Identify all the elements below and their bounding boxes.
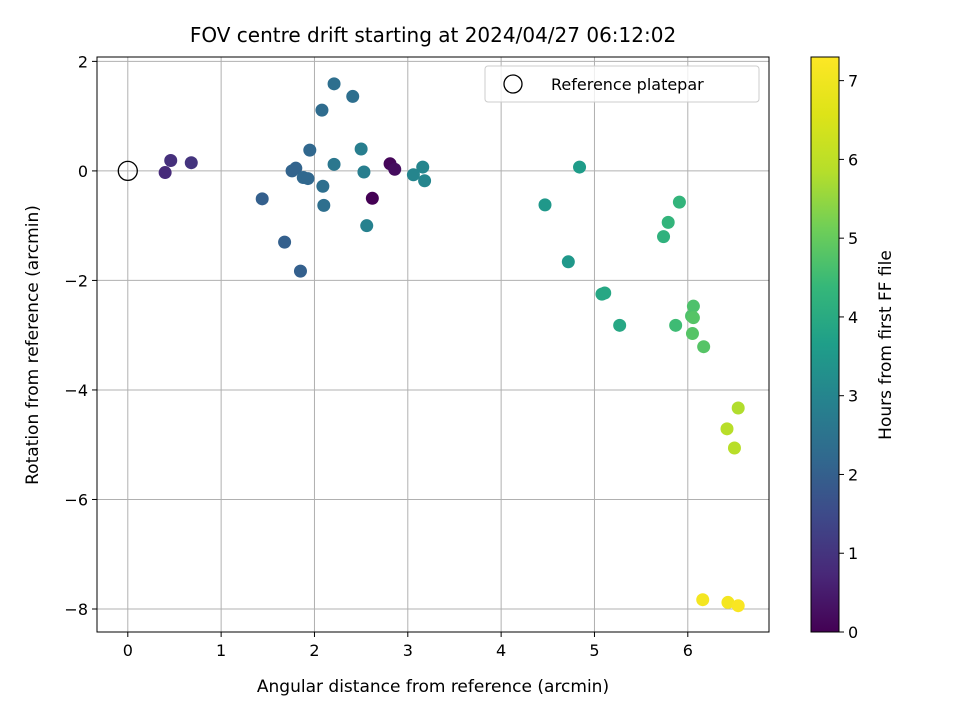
data-point [303,143,317,157]
data-point [686,299,700,313]
colorbar-tick-label: 4 [848,308,858,327]
x-tick-label: 3 [403,641,413,660]
colorbar-tick-label: 1 [848,544,858,563]
data-point [661,215,675,229]
data-point [685,327,699,341]
data-point [354,142,368,156]
data-point [301,172,315,186]
data-point [721,595,735,609]
data-point [727,441,741,455]
x-tick-label: 0 [123,641,133,660]
data-point [327,77,341,91]
data-point [327,157,341,171]
data-point [346,89,360,103]
data-point [289,161,303,175]
colorbar-tick-label: 3 [848,387,858,406]
data-point [416,160,430,174]
colorbar-label: Hours from first FF file [876,250,896,440]
y-tick-label: −4 [64,381,88,400]
x-axis-ticks: 0 1 2 3 4 5 6 [123,632,693,660]
grid-lines [97,57,769,632]
data-point [731,401,745,415]
y-axis-ticks: −8 −6 −4 −2 0 2 [64,52,97,619]
data-point [388,162,402,176]
legend-reference-label: Reference platepar [551,75,704,94]
data-point [669,318,683,332]
data-point [561,255,575,269]
data-point [613,318,627,332]
data-points [158,77,745,613]
legend: Reference platepar [484,65,760,103]
chart-title: FOV centre drift starting at 2024/04/27 … [190,23,676,47]
x-tick-label: 5 [589,641,599,660]
reference-marker-group [117,160,138,182]
data-point [731,599,745,613]
data-point [573,160,587,174]
data-point [657,230,671,244]
data-point [316,179,330,193]
x-tick-label: 4 [496,641,506,660]
y-tick-label: −6 [64,490,88,509]
x-tick-label: 2 [309,641,319,660]
x-tick-label: 1 [216,641,226,660]
colorbar-ticks: 0 1 2 3 4 5 6 7 [839,72,858,642]
data-point [357,165,371,179]
data-point [158,166,172,180]
data-point [360,219,374,233]
data-point [672,195,686,209]
x-tick-label: 6 [683,641,693,660]
legend-reference-marker-icon [503,74,523,94]
data-point [598,286,612,300]
data-point [720,422,734,436]
colorbar-tick-label: 5 [848,229,858,248]
data-point [365,191,379,205]
data-point [315,103,329,117]
y-axis-label: Rotation from reference (arcmin) [23,205,43,485]
colorbar-gradient [810,56,840,633]
y-tick-label: −8 [64,600,88,619]
colorbar: 0 1 2 3 4 5 6 7 Hours from first FF file [810,56,896,642]
data-point [686,311,700,325]
colorbar-tick-label: 2 [848,465,858,484]
y-tick-label: −2 [64,271,88,290]
data-point [696,593,710,607]
data-point [293,264,307,278]
data-point [317,198,331,212]
colorbar-tick-label: 6 [848,150,858,169]
data-point [538,198,552,212]
data-point [184,156,198,170]
data-point [255,192,269,206]
data-point [406,168,420,182]
colorbar-tick-label: 0 [848,623,858,642]
colorbar-tick-label: 7 [848,72,858,91]
data-point [278,235,292,249]
x-axis-label: Angular distance from reference (arcmin) [257,677,609,697]
data-point [697,340,711,354]
plot-frame [96,56,770,633]
data-point [418,174,432,188]
y-tick-label: 0 [78,162,88,181]
data-point [164,154,178,167]
y-tick-label: 2 [78,52,88,71]
reference-platepar-marker [117,160,138,182]
legend-box [484,65,760,103]
